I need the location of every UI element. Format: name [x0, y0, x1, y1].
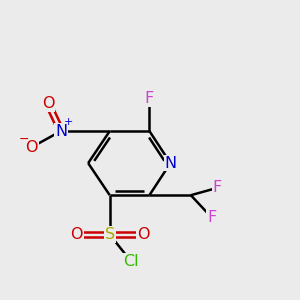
Text: N: N [164, 156, 176, 171]
Text: F: F [145, 92, 154, 106]
Text: O: O [137, 227, 149, 242]
Text: F: F [212, 180, 222, 195]
Text: N: N [55, 124, 67, 139]
Text: O: O [26, 140, 38, 154]
Text: O: O [42, 96, 54, 111]
Text: S: S [105, 227, 115, 242]
Text: −: − [19, 133, 29, 146]
Text: F: F [207, 210, 217, 225]
Text: +: + [64, 117, 73, 127]
Text: Cl: Cl [123, 254, 139, 269]
Text: O: O [70, 227, 83, 242]
